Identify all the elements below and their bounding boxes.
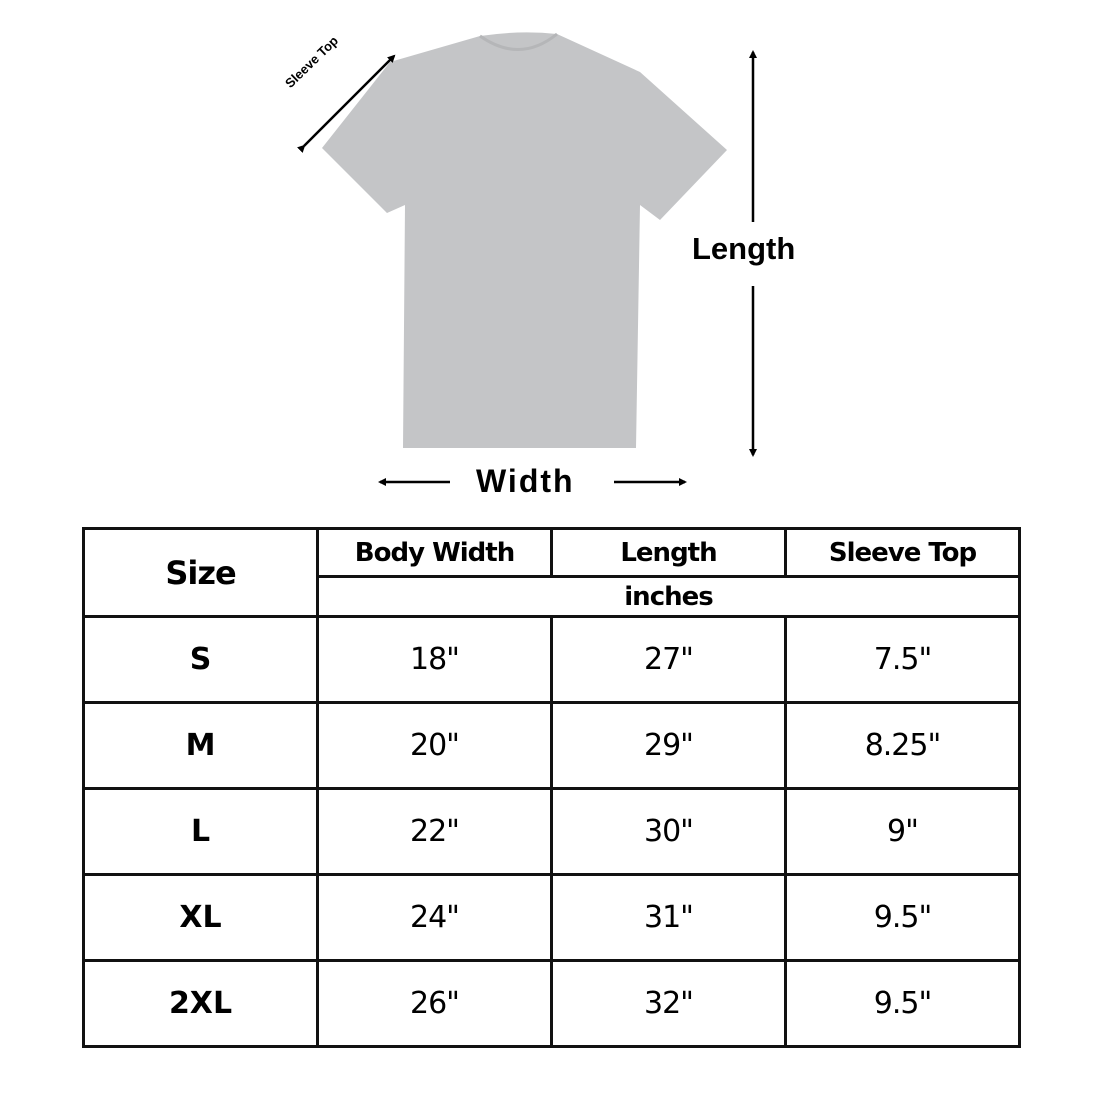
table-row: L 22" 30" 9" xyxy=(82,787,1021,876)
unit-row: inches xyxy=(84,575,1021,618)
header-length: Length xyxy=(550,527,787,578)
header-unit: inches xyxy=(316,575,1021,618)
header-body-width: Body Width xyxy=(316,527,553,578)
size-cell: S xyxy=(82,615,319,704)
length-cell: 30" xyxy=(550,787,787,876)
body-width-cell: 20" xyxy=(316,701,553,790)
sleeve-top-cell: 9.5" xyxy=(784,959,1021,1048)
length-label: Length xyxy=(692,231,796,266)
header-sleeve-top: Sleeve Top xyxy=(784,527,1021,578)
length-cell: 32" xyxy=(550,959,787,1048)
body-width-cell: 26" xyxy=(316,959,553,1048)
length-cell: 29" xyxy=(550,701,787,790)
tshirt-diagram xyxy=(296,32,757,486)
table-row: S 18" 27" 7.5" xyxy=(82,615,1021,704)
width-label: Width xyxy=(476,463,575,499)
table-row: 2XL 26" 32" 9.5" xyxy=(82,959,1021,1048)
tshirt-image xyxy=(322,32,727,449)
sleeve-top-cell: 8.25" xyxy=(784,701,1021,790)
header-row: Size Body Width Length Sleeve Top xyxy=(82,527,1021,618)
header-size: Size xyxy=(82,527,319,618)
sleeve-top-cell: 9.5" xyxy=(784,873,1021,962)
sleeve-top-cell: 7.5" xyxy=(784,615,1021,704)
size-cell: L xyxy=(82,787,319,876)
body-width-cell: 22" xyxy=(316,787,553,876)
body-width-cell: 18" xyxy=(316,615,553,704)
body-width-cell: 24" xyxy=(316,873,553,962)
tshirt-collar xyxy=(479,32,558,51)
table-row: M 20" 29" 8.25" xyxy=(82,701,1021,790)
length-cell: 27" xyxy=(550,615,787,704)
sleeve-top-cell: 9" xyxy=(784,787,1021,876)
size-chart-table: Size Body Width Length Sleeve Top inches… xyxy=(82,527,1021,1048)
size-cell: 2XL xyxy=(82,959,319,1048)
size-cell: M xyxy=(82,701,319,790)
size-cell: XL xyxy=(82,873,319,962)
sleeve-arrow xyxy=(296,54,396,154)
table-row: XL 24" 31" 9.5" xyxy=(82,873,1021,962)
length-cell: 31" xyxy=(550,873,787,962)
